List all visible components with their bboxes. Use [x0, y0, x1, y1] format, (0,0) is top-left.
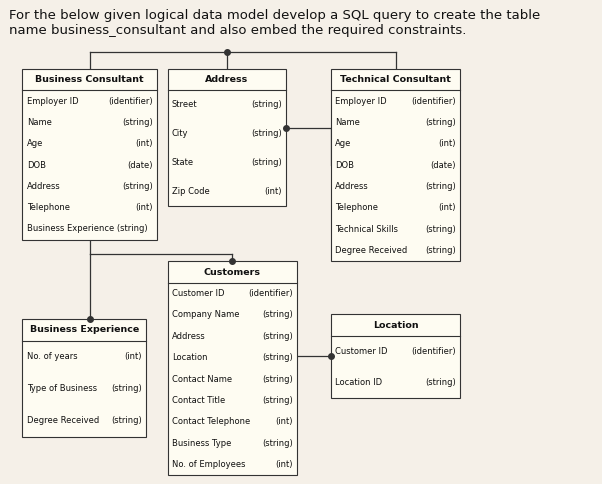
- Text: (string): (string): [262, 310, 293, 319]
- Text: (string): (string): [251, 158, 282, 167]
- Text: Location: Location: [172, 353, 207, 362]
- Text: (string): (string): [262, 332, 293, 341]
- Text: (string): (string): [251, 129, 282, 138]
- Text: Location ID: Location ID: [335, 378, 382, 387]
- Text: DOB: DOB: [26, 161, 46, 169]
- Text: City: City: [172, 129, 188, 138]
- Text: (string): (string): [262, 375, 293, 384]
- Bar: [22, 69, 157, 240]
- Text: Customers: Customers: [203, 268, 261, 276]
- Text: Contact Telephone: Contact Telephone: [172, 417, 250, 426]
- Text: (string): (string): [426, 118, 456, 127]
- Text: Location: Location: [373, 320, 418, 330]
- Text: Address: Address: [26, 182, 60, 191]
- Bar: [167, 261, 297, 475]
- Text: Degree Received: Degree Received: [335, 246, 408, 255]
- Bar: [331, 69, 461, 261]
- Text: Customer ID: Customer ID: [172, 289, 225, 298]
- Text: Employer ID: Employer ID: [335, 97, 387, 106]
- Bar: [331, 314, 461, 398]
- Text: (string): (string): [426, 246, 456, 255]
- Text: (string): (string): [426, 182, 456, 191]
- Text: Name: Name: [26, 118, 52, 127]
- Text: Address: Address: [205, 75, 249, 84]
- Text: Business Experience: Business Experience: [30, 325, 139, 334]
- Text: Customer ID: Customer ID: [335, 347, 388, 356]
- Text: (string): (string): [251, 100, 282, 109]
- Text: Degree Received: Degree Received: [26, 416, 99, 425]
- Text: Address: Address: [335, 182, 369, 191]
- Text: (int): (int): [135, 203, 153, 212]
- Text: (string): (string): [262, 353, 293, 362]
- Text: Street: Street: [172, 100, 197, 109]
- Text: (string): (string): [122, 118, 153, 127]
- Text: Company Name: Company Name: [172, 310, 239, 319]
- Text: Address: Address: [172, 332, 205, 341]
- Text: (string): (string): [262, 396, 293, 405]
- Text: Business Consultant: Business Consultant: [36, 75, 144, 84]
- Bar: [22, 319, 146, 437]
- Text: Telephone: Telephone: [335, 203, 378, 212]
- Text: Age: Age: [26, 139, 43, 148]
- Text: State: State: [172, 158, 194, 167]
- Text: (int): (int): [275, 460, 293, 469]
- Text: (int): (int): [439, 203, 456, 212]
- Text: (string): (string): [426, 225, 456, 234]
- Text: (int): (int): [275, 417, 293, 426]
- Text: No. of Employees: No. of Employees: [172, 460, 245, 469]
- Text: (string): (string): [262, 439, 293, 448]
- Text: (string): (string): [122, 182, 153, 191]
- Text: Contact Title: Contact Title: [172, 396, 225, 405]
- Text: Technical Skills: Technical Skills: [335, 225, 399, 234]
- Text: (date): (date): [430, 161, 456, 170]
- Text: Business Type: Business Type: [172, 439, 231, 448]
- Text: (string): (string): [111, 416, 142, 425]
- Text: No. of years: No. of years: [26, 352, 77, 361]
- Text: (string): (string): [426, 378, 456, 387]
- Bar: [167, 69, 287, 206]
- Text: (identifier): (identifier): [248, 289, 293, 298]
- Text: Type of Business: Type of Business: [26, 384, 97, 393]
- Text: (string): (string): [111, 384, 142, 393]
- Text: Telephone: Telephone: [26, 203, 70, 212]
- Text: (int): (int): [135, 139, 153, 148]
- Text: Name: Name: [335, 118, 360, 127]
- Text: (date): (date): [127, 161, 153, 169]
- Text: (identifier): (identifier): [108, 97, 153, 106]
- Text: Age: Age: [335, 139, 352, 148]
- Text: Technical Consultant: Technical Consultant: [340, 75, 451, 84]
- Text: Employer ID: Employer ID: [26, 97, 78, 106]
- Text: (identifier): (identifier): [412, 97, 456, 106]
- Text: DOB: DOB: [335, 161, 355, 170]
- Text: (int): (int): [125, 352, 142, 361]
- Text: For the below given logical data model develop a SQL query to create the table
n: For the below given logical data model d…: [9, 9, 541, 37]
- Text: (int): (int): [264, 187, 282, 196]
- Text: Contact Name: Contact Name: [172, 375, 232, 384]
- Text: Business Experience (string): Business Experience (string): [26, 225, 147, 233]
- Text: (identifier): (identifier): [412, 347, 456, 356]
- Text: (int): (int): [439, 139, 456, 148]
- Text: Zip Code: Zip Code: [172, 187, 209, 196]
